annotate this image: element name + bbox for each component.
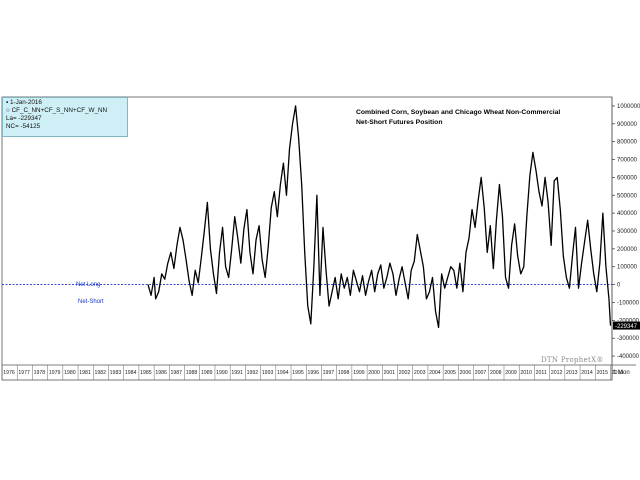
info-date-text: 1-Jan-2016 [9, 99, 42, 106]
x-tick-label: 1987 [171, 370, 183, 376]
x-tick-label: 2014 [581, 370, 593, 376]
last-value-tag-text: -229347 [615, 324, 638, 330]
x-tick-label: 2005 [444, 370, 456, 376]
x-tick-label: 2010 [520, 370, 532, 376]
last-value-tag: -229347 [613, 321, 640, 330]
x-tick-label: 1990 [216, 370, 228, 376]
chart-title-line-1: Combined Corn, Soybean and Chicago Wheat… [356, 109, 561, 116]
x-tick-label: 2004 [429, 370, 441, 376]
x-tick-label: 1998 [338, 370, 350, 376]
y-tick-label: 700000 [617, 158, 638, 164]
x-tick-label: 2009 [505, 370, 517, 376]
x-tick-label: 2006 [460, 370, 472, 376]
x-tick-label: 2011 [536, 370, 547, 376]
y-tick-label: -100000 [617, 300, 640, 306]
net-short-label: Net-Short [78, 299, 104, 305]
x-tick-label: 2015 [596, 370, 608, 376]
y-tick-label: -300000 [617, 336, 640, 342]
flag-icon: ▪ [6, 99, 10, 106]
x-tick-label: 1983 [110, 370, 122, 376]
x-tick-label: 1976 [3, 370, 15, 376]
y-tick-label: 200000 [617, 247, 638, 253]
y-tick-label: 100000 [617, 265, 638, 271]
x-tick-label: 1984 [125, 370, 137, 376]
x-tick-label: 2012 [551, 370, 563, 376]
x-tick-label: 1997 [323, 370, 335, 376]
y-tick-label: 1000000 [617, 104, 640, 110]
symbol-icon: ○ [6, 107, 12, 114]
y-tick-label: -400000 [617, 354, 640, 360]
x-tick-label: 1995 [292, 370, 304, 376]
x-tick-label: 1978 [34, 370, 46, 376]
x-tick-label: 1994 [277, 370, 289, 376]
x-tick-label: 1980 [64, 370, 76, 376]
y-tick-label: 400000 [617, 211, 638, 217]
x-tick-label: 1985 [140, 370, 152, 376]
last-value-tag-box [613, 321, 640, 330]
chart-title: Combined Corn, Soybean and Chicago Wheat… [356, 108, 596, 128]
info-symbol: ○ CF_C_NN+CF_S_NN+CF_W_NN [6, 107, 124, 115]
x-tick-label: 2002 [399, 370, 411, 376]
y-tick-label: 0 [617, 283, 621, 289]
x-tick-label: 2000 [368, 370, 380, 376]
info-net-change: NC= -54125 [6, 123, 41, 130]
y-tick-label: 500000 [617, 193, 638, 199]
y-axis: 1000000900000800000700000600000500000400… [612, 104, 640, 360]
info-date: ▪ 1-Jan-2016 [6, 99, 124, 107]
plot-border [1, 96, 613, 381]
y-tick-label: -200000 [617, 318, 640, 324]
x-tick-label: 1986 [155, 370, 167, 376]
x-tick-label: 1993 [262, 370, 274, 376]
y-tick-label: 800000 [617, 140, 638, 146]
series-layer [147, 105, 612, 329]
chart-title-line-2: Net-Short Futures Position [356, 119, 443, 126]
y-tick-label: 300000 [617, 229, 638, 235]
plot-frame [1, 96, 636, 381]
watermark: DTN ProphetX® [541, 356, 604, 364]
x-tick-label: 1991 [231, 370, 243, 376]
info-box: ▪ 1-Jan-2016 ○ CF_C_NN+CF_S_NN+CF_W_NN L… [2, 97, 128, 137]
x-tick-label: 2007 [475, 370, 487, 376]
x-tick-label: 1999 [353, 370, 365, 376]
x-tick-label: 1982 [94, 370, 106, 376]
x-tick-label: 1979 [49, 370, 61, 376]
x-axis: 1976 1977 1978 1979 1980 1981 1982 1983 1984 1985… [1, 365, 624, 380]
x-tick-label: 1977 [18, 370, 30, 376]
x-tick-label: 2001 [383, 370, 395, 376]
x-tick-label: 2008 [490, 370, 502, 376]
x-tick-label: 1989 [201, 370, 213, 376]
x-tick-label: 1981 [79, 370, 91, 376]
period-label: 1 Mon [613, 370, 630, 376]
x-tick-label: 1996 [307, 370, 319, 376]
x-tick-label: 2016 [612, 370, 624, 376]
x-tick-label: 1992 [247, 370, 259, 376]
info-last: La= -229347 [6, 115, 42, 122]
x-tick-label: 1988 [186, 370, 198, 376]
y-tick-label: 600000 [617, 175, 638, 181]
y-tick-label: 900000 [617, 122, 638, 128]
x-tick-label: 2013 [566, 370, 578, 376]
series-line-0 [147, 105, 612, 329]
net-long-label: Net Long [76, 282, 101, 288]
x-tick-label: 2003 [414, 370, 426, 376]
info-symbol-text: CF_C_NN+CF_S_NN+CF_W_NN [11, 107, 108, 114]
